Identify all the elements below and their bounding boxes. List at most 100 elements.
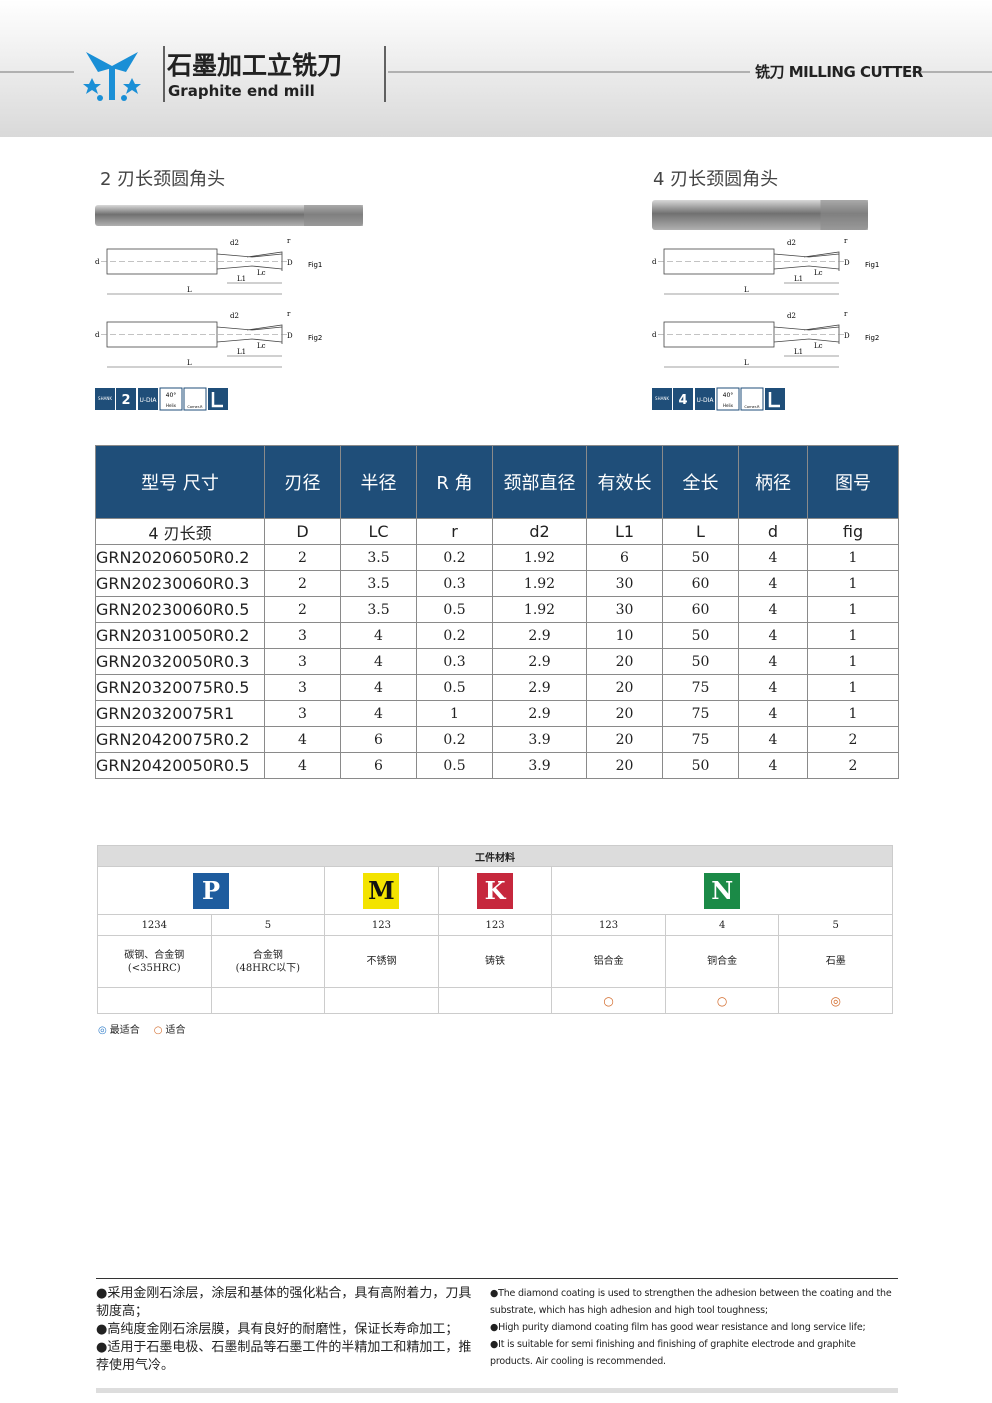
material-name: 石墨 (825, 956, 846, 967)
fig-label: Fig2 (865, 334, 879, 342)
icon (716, 387, 740, 411)
table-cell: 1 (807, 674, 899, 701)
table-cell: GRN20206050R0.2 (95, 544, 265, 571)
table-cell: 3.5 (340, 570, 417, 597)
table-cell: 2.9 (492, 622, 587, 649)
dim-label: d (652, 258, 657, 266)
notes-en: ●The diamond coating is used to strength… (490, 1285, 900, 1370)
table-cell: LC (340, 518, 417, 545)
note: ●The diamond coating is used to strength… (490, 1288, 892, 1316)
dim-label: L (744, 286, 749, 294)
table-row: 工件材料 (97, 845, 893, 867)
dim-label: D (287, 332, 293, 340)
table-cell: 1 (807, 596, 899, 623)
dim-label: L (187, 359, 192, 367)
table-row: ○ ○ ◎ (97, 987, 893, 1014)
icon (673, 388, 693, 410)
material-name: 合金钢 (252, 949, 283, 961)
group-letter: N (704, 872, 741, 909)
icon (695, 388, 715, 410)
fig-label: Fig1 (865, 261, 879, 269)
table-cell: GRN20310050R0.2 (95, 622, 265, 649)
suitability-mark (324, 987, 439, 1014)
table-cell: 2 (264, 544, 341, 571)
dim-label: Lc (814, 269, 823, 277)
table-row: GRN20320075R1 3 4 1 2.9 20 75 4 1 (95, 700, 899, 727)
material-name: (48HRC以下) (235, 962, 301, 974)
table-cell: 全长 (662, 445, 739, 519)
table-cell: 0.5 (416, 674, 493, 701)
table-cell: 3 (264, 700, 341, 727)
table-cell: 刃径 (264, 445, 341, 519)
tool-photo (95, 205, 363, 226)
legend-symbol: ◎ (98, 1025, 107, 1036)
table-cell: L1 (586, 518, 663, 545)
table-cell: L (662, 518, 739, 545)
note: ●适用于石墨电极、石墨制品等石墨工件的半精加工和精加工，推荐使用气冷。 (96, 1340, 472, 1373)
table-cell: 2 (807, 752, 899, 779)
name-cell: 铜合金 (664, 935, 780, 988)
table-cell: 4 (264, 752, 341, 779)
material-name: 铸铁 (485, 956, 506, 967)
code-cell: 1234 (97, 914, 212, 936)
table-row: GRN20230060R0.5 2 3.5 0.5 1.92 30 60 4 1 (95, 596, 899, 623)
table-row: 碳钢、合金钢 (<35HRC) 合金钢 (48HRC以下) 不锈钢 铸铁 铝合金 铜合金 石墨 (97, 935, 893, 988)
table-cell: 4 (738, 752, 808, 779)
table-cell: 2.9 (492, 674, 587, 701)
header-band (0, 0, 992, 137)
product-title: 4 刃长颈圆角头 (653, 169, 779, 190)
table-cell: 4 (738, 674, 808, 701)
table-cell: 30 (586, 570, 663, 597)
table-cell: 4 (738, 544, 808, 571)
suitability-mark (97, 987, 212, 1014)
table-cell: 2 (264, 596, 341, 623)
table-cell: 20 (586, 726, 663, 753)
icon (652, 388, 672, 410)
notes-cn: ●采用金刚石涂层，涂层和基体的强化粘合，具有高附着力，刀具韧度高； ●高纯度金刚石… (96, 1285, 476, 1375)
table-cell: 有效长 (586, 445, 663, 519)
materials-title: 工件材料 (97, 845, 893, 867)
dim-label: d (652, 331, 657, 339)
table-cell: 3 (264, 674, 341, 701)
table-cell: GRN20230060R0.5 (95, 596, 265, 623)
table-cell: 1.92 (492, 544, 587, 571)
table-cell: 3.5 (340, 544, 417, 571)
table-cell: 0.5 (416, 596, 493, 623)
table-cell: 半径 (340, 445, 417, 519)
icon-text: 40° (723, 392, 734, 399)
table-cell: 颈部直径 (492, 445, 587, 519)
dim-label: r (844, 237, 848, 245)
icon-glyph (768, 392, 780, 408)
table-cell: 4 (264, 726, 341, 753)
icon-glyph (211, 392, 223, 408)
table-cell: 3.5 (340, 596, 417, 623)
table-cell: 0.2 (416, 544, 493, 571)
code-cell: 123 (437, 914, 553, 936)
suitability-mark (210, 987, 326, 1014)
fig-label: Fig1 (308, 261, 322, 269)
table-cell: 20 (586, 674, 663, 701)
table-cell: 4 (738, 726, 808, 753)
table-cell: 柄径 (738, 445, 808, 519)
table-cell: 50 (662, 648, 739, 675)
dim-label: L (744, 359, 749, 367)
table-cell: 3 (264, 648, 341, 675)
icon (138, 388, 158, 410)
dim-label: d2 (230, 239, 239, 247)
flute-count: 2 (121, 393, 130, 408)
group-cell: P (96, 866, 326, 915)
table-cell: 1 (416, 700, 493, 727)
icon-text: SHANK (655, 396, 669, 401)
table-cell: 50 (662, 544, 739, 571)
icon (740, 387, 764, 411)
table-cell: 4 (340, 648, 417, 675)
table-cell: 3.9 (492, 752, 587, 779)
table-cell: 1.92 (492, 596, 587, 623)
suitability-mark: ○ (664, 987, 780, 1014)
table-cell: 1 (807, 544, 899, 571)
legend-symbol: ○ (153, 1025, 163, 1036)
icon-text: Helix (723, 403, 734, 408)
legend-text: 最适合 (109, 1025, 140, 1036)
